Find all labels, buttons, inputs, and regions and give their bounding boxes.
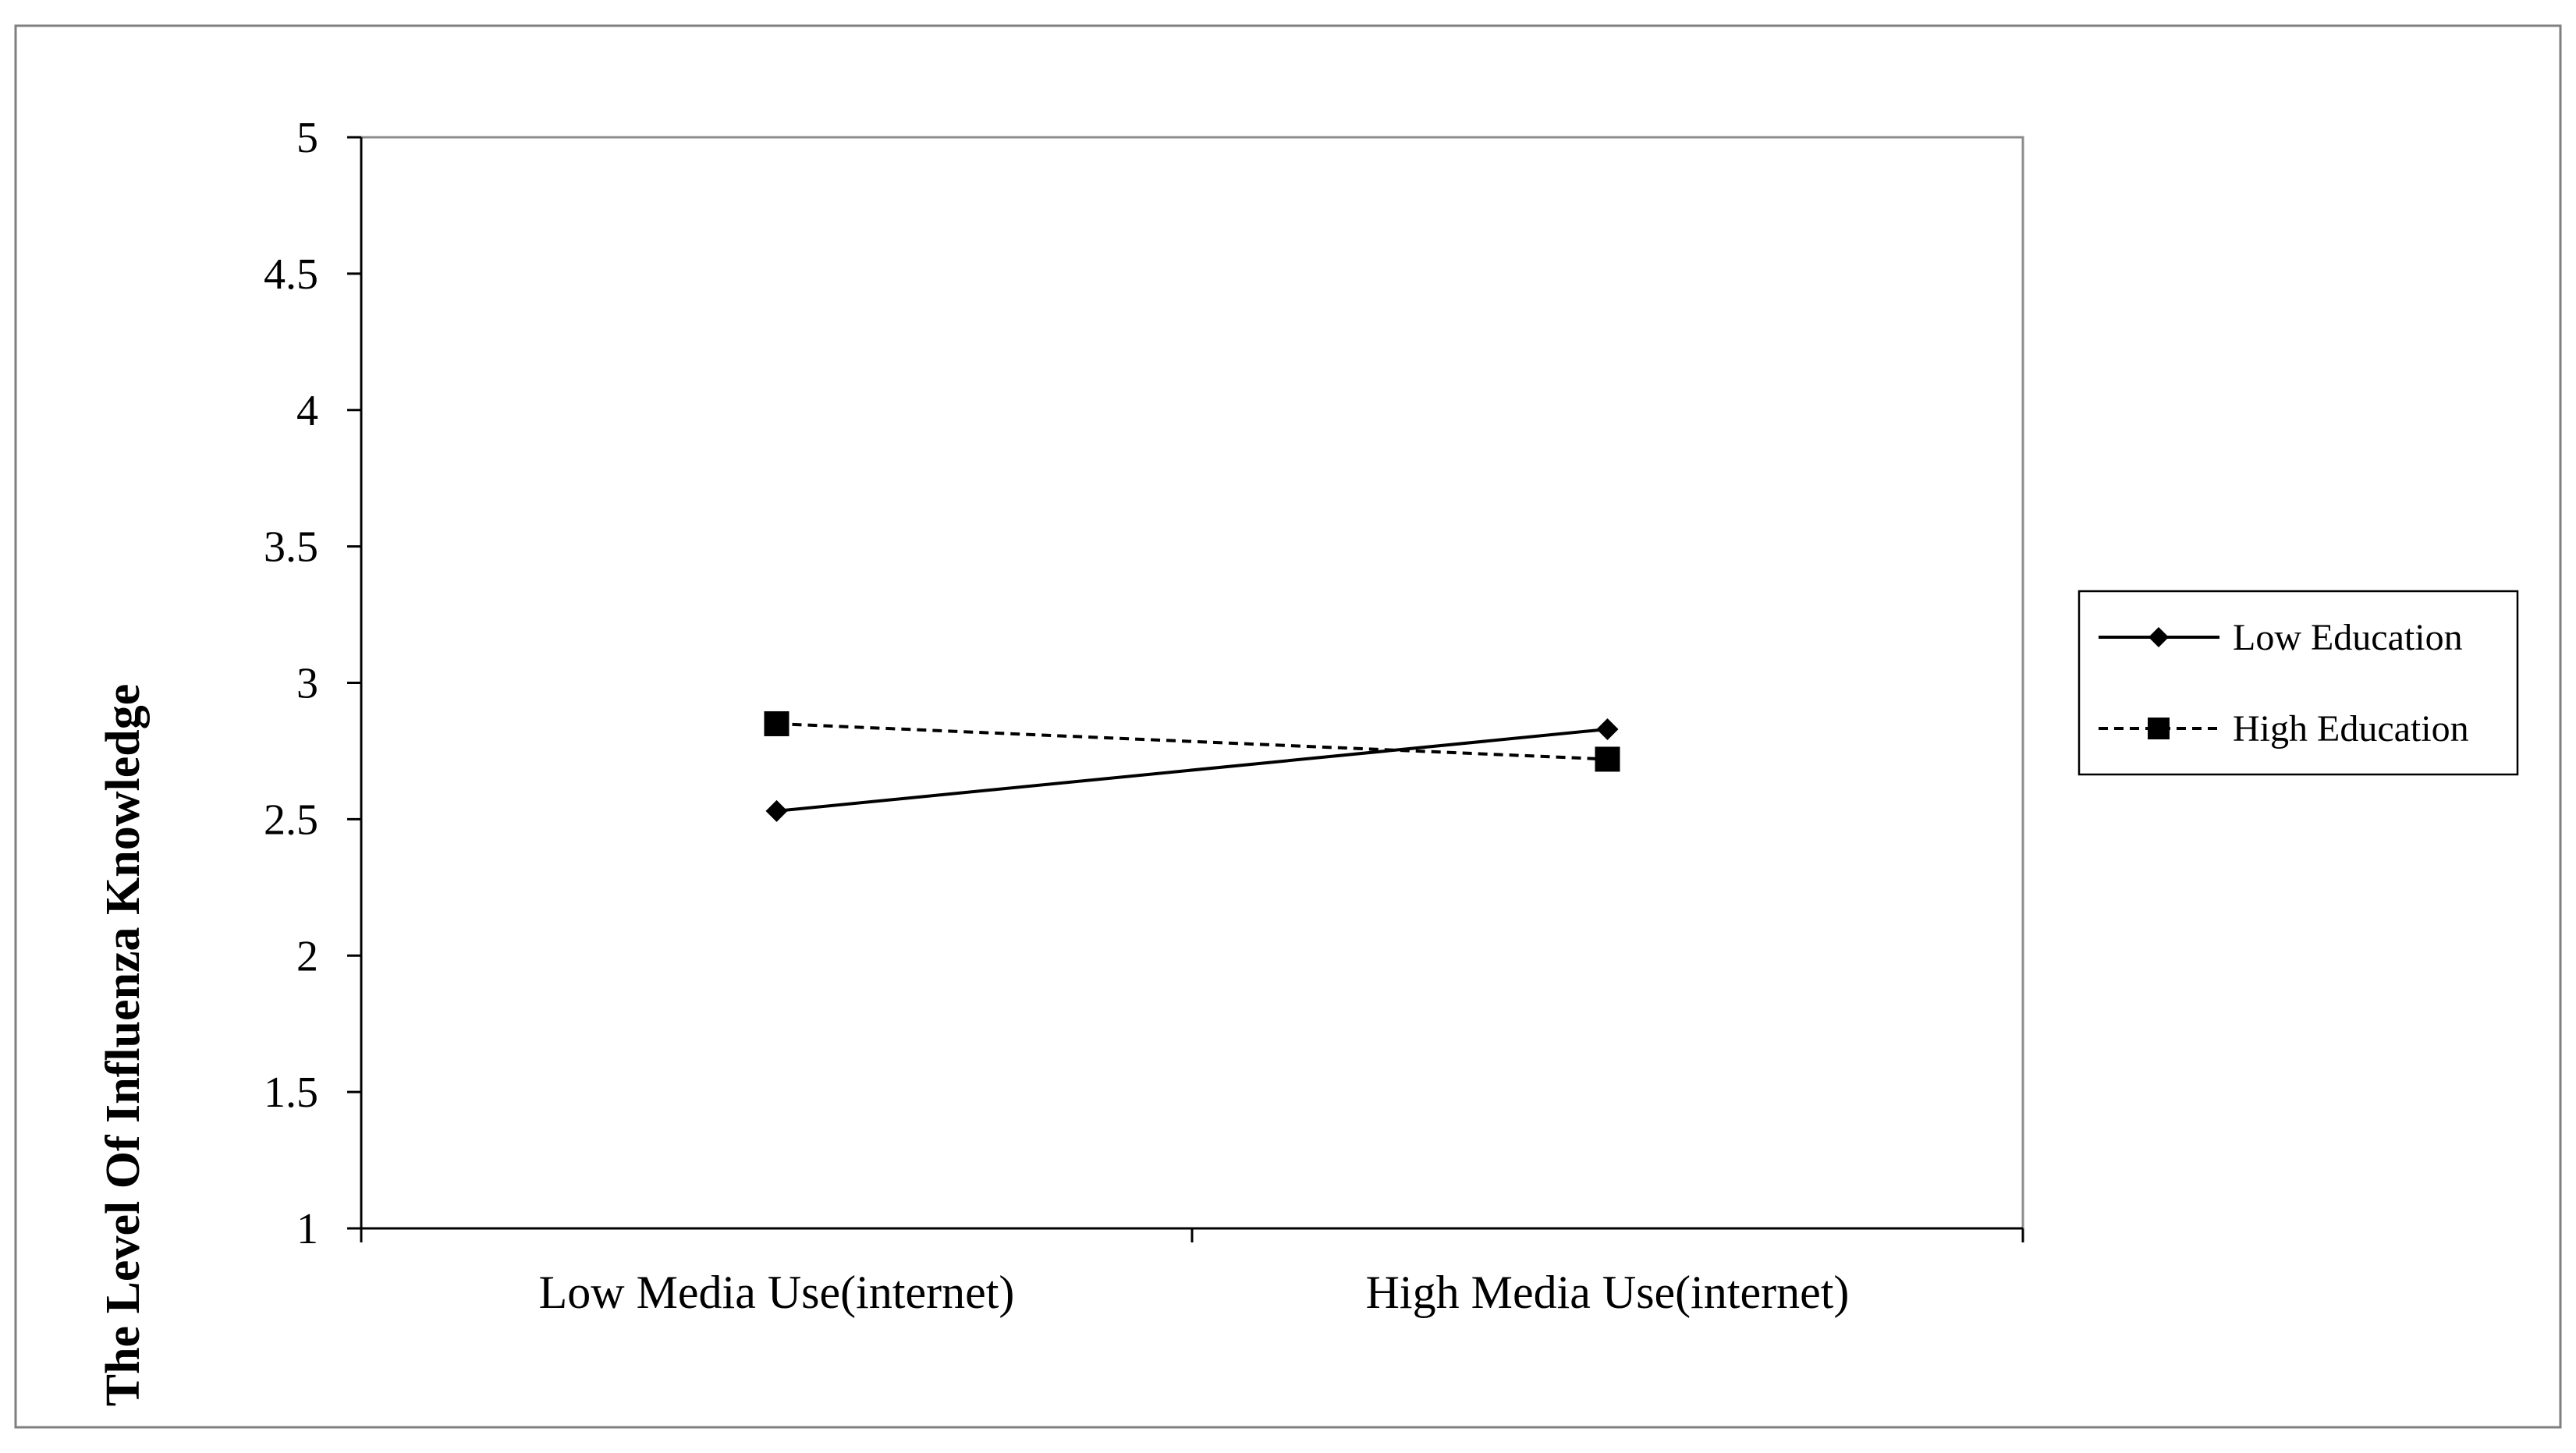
data-point-square	[764, 711, 789, 736]
y-tick-label: 3	[296, 660, 318, 708]
data-point-diamond	[765, 799, 788, 822]
y-axis-label: The Level Of Influenza Knowledge	[97, 684, 150, 1407]
x-category-label: High Media Use(internet)	[1366, 1267, 1850, 1318]
y-tick-label: 5	[296, 114, 318, 162]
legend-label-high-education: High Education	[2233, 708, 2469, 750]
y-ticks: 1 1.5 2 2.5 3 3.5 4 4.5 5	[264, 114, 361, 1253]
y-tick-label: 4.5	[264, 250, 318, 299]
data-point-square	[1595, 746, 1620, 772]
y-tick-label: 1.5	[264, 1068, 318, 1117]
y-tick-label: 3.5	[264, 523, 318, 572]
x-ticks: Low Media Use(internet) High Media Use(in…	[360, 1228, 2024, 1318]
x-category-label: Low Media Use(internet)	[539, 1267, 1015, 1318]
series-low-education	[765, 718, 1619, 822]
legend-square-icon	[2148, 718, 2170, 739]
legend-label-low-education: Low Education	[2233, 617, 2463, 658]
series-line	[776, 727, 1608, 813]
data-point-diamond	[1596, 718, 1619, 740]
legend-diamond-icon	[2148, 627, 2169, 647]
series-high-education	[764, 711, 1620, 772]
plot-area	[360, 136, 2024, 1230]
series-layer	[764, 711, 1620, 822]
legend-item-high-education: High Education	[2099, 708, 2469, 750]
legend: Low Education High Education	[2077, 590, 2519, 776]
legend-item-low-education: Low Education	[2099, 617, 2463, 658]
y-tick-label: 2	[296, 932, 318, 980]
y-tick-label: 4	[296, 387, 318, 435]
y-tick-label: 2.5	[264, 796, 318, 844]
legend-box	[2077, 590, 2519, 776]
y-tick-label: 1	[296, 1205, 318, 1253]
series-line	[776, 721, 1608, 761]
